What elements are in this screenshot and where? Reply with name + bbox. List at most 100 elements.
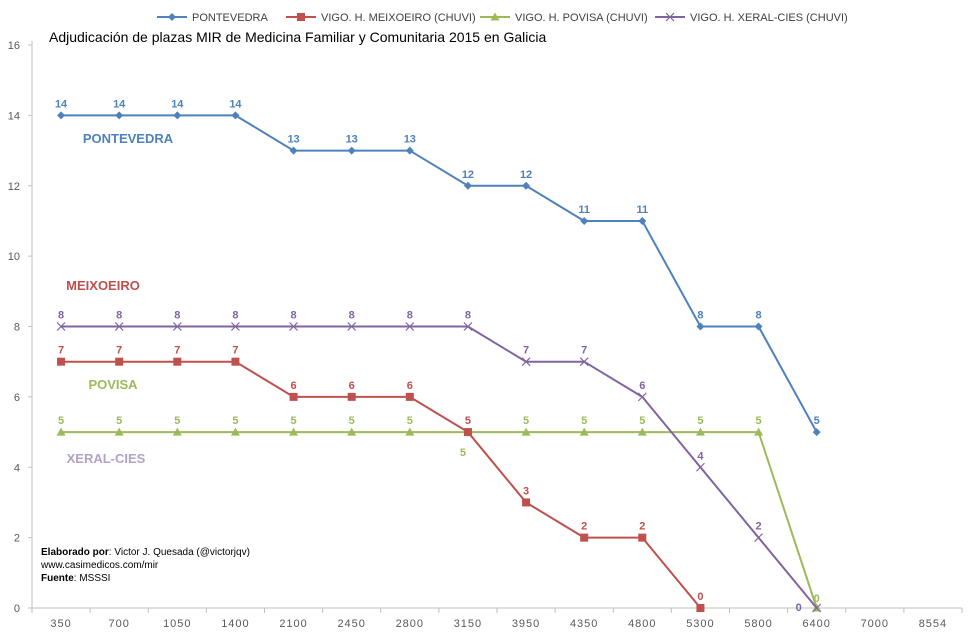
series-line bbox=[61, 431, 818, 609]
x-tick-label: 1400 bbox=[221, 618, 249, 630]
data-point-diamond bbox=[168, 13, 176, 21]
data-point-square bbox=[638, 533, 647, 542]
series-pontevedra: 14 14 14 14 13 13 13 12 12 11 11 8 8 5 bbox=[55, 98, 821, 437]
data-point-triangle bbox=[289, 427, 299, 436]
data-point-x bbox=[56, 322, 66, 331]
x-tick-label: 6400 bbox=[802, 618, 830, 630]
data-label: 3 bbox=[523, 485, 529, 497]
data-label: 8 bbox=[465, 310, 471, 322]
y-tick-label: 10 bbox=[8, 251, 20, 263]
data-point-diamond bbox=[463, 181, 472, 190]
data-point-x-stroke bbox=[754, 533, 763, 543]
data-point-x bbox=[231, 322, 240, 331]
data-point-x bbox=[521, 357, 531, 367]
data-label: 2 bbox=[581, 521, 587, 533]
data-point-diamond bbox=[696, 322, 705, 331]
x-tick-label: 4350 bbox=[570, 618, 598, 630]
credits-author-line: Elaborado por: Victor J. Quesada (@victo… bbox=[41, 546, 250, 559]
y-tick-label: 6 bbox=[14, 392, 20, 404]
credits-source-label: Fuente bbox=[41, 573, 74, 584]
x-tick-label: 4800 bbox=[628, 618, 656, 630]
legend: PONTEVEDRA VIGO. H. MEIXOEIRO (CHUVI) VIGO… bbox=[157, 12, 848, 24]
y-tick-label: 12 bbox=[8, 181, 20, 193]
data-label: 8 bbox=[232, 310, 238, 322]
data-label: 5 bbox=[756, 415, 762, 427]
data-label: 14 bbox=[229, 98, 242, 110]
data-point-triangle bbox=[490, 12, 500, 21]
data-point-square bbox=[522, 498, 531, 507]
data-label: 6 bbox=[639, 380, 645, 392]
x-tick-label: 2800 bbox=[396, 618, 424, 630]
data-point-x bbox=[696, 462, 705, 472]
data-point-x-stroke bbox=[463, 322, 473, 331]
data-point-square bbox=[289, 392, 298, 401]
data-label: 5 bbox=[639, 415, 645, 427]
data-point-triangle bbox=[172, 427, 182, 436]
data-point-diamond bbox=[580, 216, 589, 225]
data-label: 7 bbox=[523, 345, 529, 357]
data-label: 0 bbox=[697, 591, 703, 603]
x-tick-label: 5800 bbox=[744, 618, 772, 630]
legend-item: VIGO. H. POVISA (CHUVI) bbox=[480, 12, 648, 24]
series-name-label: MEIXOEIRO bbox=[66, 278, 140, 293]
data-point-triangle bbox=[521, 427, 531, 436]
data-point-x-stroke bbox=[172, 322, 182, 331]
data-point-x-stroke bbox=[56, 322, 66, 331]
legend-label: VIGO. H. MEIXOEIRO (CHUVI) bbox=[321, 12, 476, 24]
y-tick-label: 16 bbox=[8, 40, 20, 52]
data-label: 13 bbox=[404, 134, 416, 146]
legend-item: VIGO. H. MEIXOEIRO (CHUVI) bbox=[286, 12, 476, 24]
data-point-triangle bbox=[637, 427, 647, 436]
data-point-diamond bbox=[638, 216, 647, 225]
data-label: 5 bbox=[116, 415, 122, 427]
data-label: 0 bbox=[814, 593, 820, 605]
credits: Elaborado por: Victor J. Quesada (@victo… bbox=[41, 546, 250, 585]
data-point-x-stroke bbox=[521, 357, 531, 367]
credits-website: www.casimedicos.com/mir bbox=[41, 560, 159, 571]
data-point-square bbox=[115, 357, 124, 366]
data-point-x bbox=[405, 322, 415, 331]
x-tick-label: 3150 bbox=[454, 618, 482, 630]
data-point-square bbox=[57, 357, 66, 366]
data-label: 4 bbox=[697, 450, 704, 462]
data-label: 8 bbox=[697, 310, 703, 322]
series-name-label: POVISA bbox=[88, 377, 138, 392]
data-label: 12 bbox=[520, 169, 532, 181]
series-line bbox=[61, 325, 818, 609]
data-label: 5 bbox=[697, 415, 703, 427]
data-label: 8 bbox=[174, 310, 180, 322]
data-point-x bbox=[637, 392, 647, 402]
x-tick-label: 5300 bbox=[686, 618, 714, 630]
data-label: 7 bbox=[58, 345, 64, 357]
data-label: 5 bbox=[291, 415, 297, 427]
series-povisa: 5 5 5 5 5 5 5 5 5 5 5 5 5 0 bbox=[56, 415, 822, 612]
y-tick-label: 4 bbox=[14, 462, 20, 474]
data-label: 2 bbox=[756, 521, 762, 533]
data-point-x bbox=[579, 357, 589, 367]
y-tick-label: 2 bbox=[14, 533, 20, 545]
data-point-x bbox=[289, 322, 298, 331]
data-label: 6 bbox=[349, 380, 355, 392]
data-point-x-stroke bbox=[347, 322, 357, 331]
data-point-x bbox=[114, 322, 124, 331]
data-label: 11 bbox=[636, 204, 648, 216]
x-tick-label: 2100 bbox=[279, 618, 307, 630]
x-tick-label: 700 bbox=[109, 618, 130, 630]
data-label: 5 bbox=[349, 415, 355, 427]
y-tick-label: 8 bbox=[14, 322, 20, 334]
axes: 0 2 4 6 8 10 12 14 16 3 5 0 700 1050 1400 2100 2450 2800 3… bbox=[8, 40, 963, 630]
data-point-diamond bbox=[522, 181, 531, 190]
data-label: 5 bbox=[465, 415, 471, 427]
legend-label: VIGO. H. XERAL-CIES (CHUVI) bbox=[690, 12, 848, 24]
data-label: 8 bbox=[291, 310, 297, 322]
series-xeral-cies: 8 8 8 8 8 8 8 8 7 7 6 4 2 0 bbox=[56, 310, 822, 614]
data-label: 7 bbox=[232, 345, 238, 357]
data-point-x-stroke bbox=[114, 322, 124, 331]
series-name-label: PONTEVEDRA bbox=[83, 131, 174, 146]
x-tick-label: 2450 bbox=[337, 618, 365, 630]
x-tick-label: 1050 bbox=[163, 618, 191, 630]
data-point-diamond bbox=[812, 428, 821, 437]
data-point-x bbox=[665, 12, 675, 22]
data-label: 2 bbox=[639, 521, 645, 533]
